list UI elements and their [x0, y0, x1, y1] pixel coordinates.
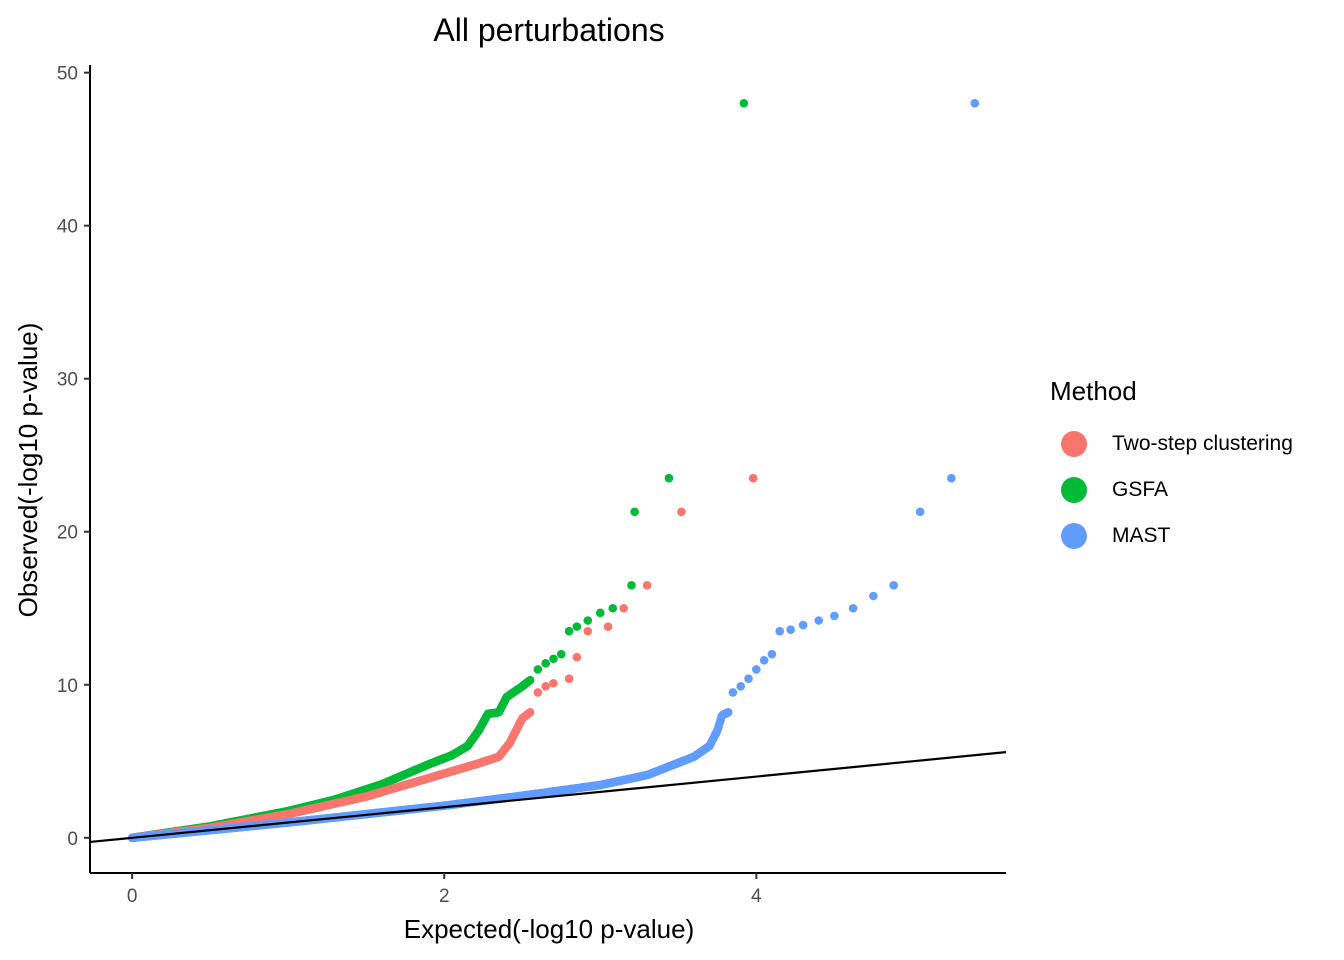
- series-two-step-clustering: [127, 98, 980, 843]
- legend-item: Two-step clustering: [1050, 421, 1293, 467]
- data-point: [723, 708, 733, 717]
- y-tick-label: 30: [57, 370, 78, 391]
- reference-line: [89, 751, 1007, 844]
- legend-label: GSFA: [1112, 478, 1169, 501]
- legend-title: Method: [1050, 376, 1137, 406]
- x-axis-label: Expected(-log10 p-value): [404, 914, 695, 944]
- data-point: [627, 581, 636, 590]
- data-point: [947, 473, 956, 483]
- y-tick-label: 50: [57, 64, 78, 85]
- data-point: [556, 649, 566, 659]
- data-point: [525, 708, 535, 717]
- data-point: [603, 622, 613, 631]
- data-point: [642, 581, 652, 590]
- series-mast: [127, 98, 980, 843]
- data-point: [583, 626, 593, 636]
- data-point: [744, 674, 753, 683]
- data-point: [564, 674, 574, 683]
- legend: Method Two-step clustering GSFA MAST: [1050, 376, 1293, 559]
- legend-label: Two-step clustering: [1112, 432, 1293, 455]
- data-point: [775, 626, 785, 636]
- data-point: [630, 507, 639, 517]
- data-point: [525, 675, 535, 685]
- data-point: [533, 688, 543, 697]
- data-point: [848, 603, 858, 613]
- data-point: [677, 507, 686, 517]
- data-point: [664, 473, 674, 483]
- axes: 0 10 20 30 40 50 0 2 4: [57, 64, 1006, 907]
- data-point: [549, 654, 558, 664]
- data-point: [736, 682, 746, 691]
- data-point: [564, 626, 574, 636]
- data-point: [619, 603, 628, 613]
- data-point: [889, 581, 898, 590]
- y-tick-label: 0: [67, 829, 78, 850]
- data-point: [541, 659, 550, 668]
- x-tick-label: 2: [439, 886, 450, 907]
- legend-item: GSFA: [1050, 467, 1293, 513]
- data-point: [583, 616, 593, 625]
- data-point: [830, 611, 839, 621]
- x-tick-label: 4: [751, 886, 762, 907]
- legend-key-icon: [1061, 523, 1087, 549]
- data-point: [728, 688, 738, 697]
- data-point: [767, 649, 777, 659]
- data-point: [970, 98, 980, 108]
- data-point: [798, 620, 808, 630]
- data-point: [915, 507, 925, 517]
- legend-label: MAST: [1112, 524, 1171, 547]
- data-point: [814, 616, 824, 625]
- data-point: [748, 473, 758, 483]
- data-point: [869, 591, 878, 601]
- data-point: [572, 652, 582, 662]
- y-tick-label: 20: [57, 523, 78, 544]
- chart-title: All perturbations: [433, 12, 664, 48]
- y-tick-label: 10: [57, 676, 78, 697]
- series-gsfa: [127, 98, 749, 843]
- data-point: [759, 655, 769, 665]
- data-point: [541, 682, 550, 691]
- data-point: [608, 603, 618, 613]
- legend-key-icon: [1061, 477, 1087, 503]
- legend-item: MAST: [1050, 513, 1293, 559]
- legend-key-icon: [1061, 431, 1087, 457]
- data-point: [549, 678, 558, 688]
- x-tick-label: 0: [127, 886, 138, 907]
- points-layer: [127, 98, 980, 843]
- data-point: [572, 622, 582, 631]
- data-point: [533, 665, 543, 674]
- y-axis-label: Observed(-log10 p-value): [13, 323, 43, 618]
- data-point: [595, 608, 605, 618]
- data-point: [752, 665, 761, 674]
- y-tick-label: 40: [57, 217, 78, 238]
- data-point: [786, 625, 795, 634]
- data-point: [739, 98, 749, 108]
